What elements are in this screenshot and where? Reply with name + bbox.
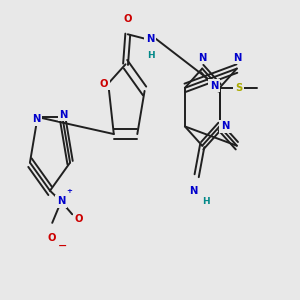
Text: N: N [210, 81, 218, 91]
Text: +: + [67, 188, 73, 194]
Text: N: N [233, 53, 241, 63]
Text: −: − [58, 241, 67, 250]
Text: N: N [221, 122, 229, 131]
Text: O: O [75, 214, 83, 224]
Text: S: S [235, 83, 242, 93]
Text: N: N [198, 53, 206, 63]
Text: N: N [32, 114, 41, 124]
Text: H: H [147, 51, 155, 60]
Text: N: N [57, 196, 65, 206]
Text: O: O [100, 79, 108, 88]
Text: N: N [146, 34, 154, 44]
Text: O: O [124, 14, 132, 24]
Text: O: O [48, 233, 56, 243]
Text: H: H [202, 197, 209, 206]
Text: N: N [59, 110, 68, 120]
Text: N: N [189, 186, 197, 196]
